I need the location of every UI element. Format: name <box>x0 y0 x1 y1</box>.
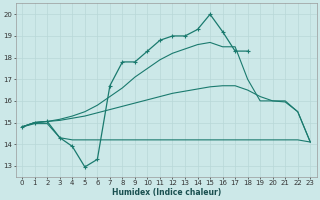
X-axis label: Humidex (Indice chaleur): Humidex (Indice chaleur) <box>112 188 221 197</box>
